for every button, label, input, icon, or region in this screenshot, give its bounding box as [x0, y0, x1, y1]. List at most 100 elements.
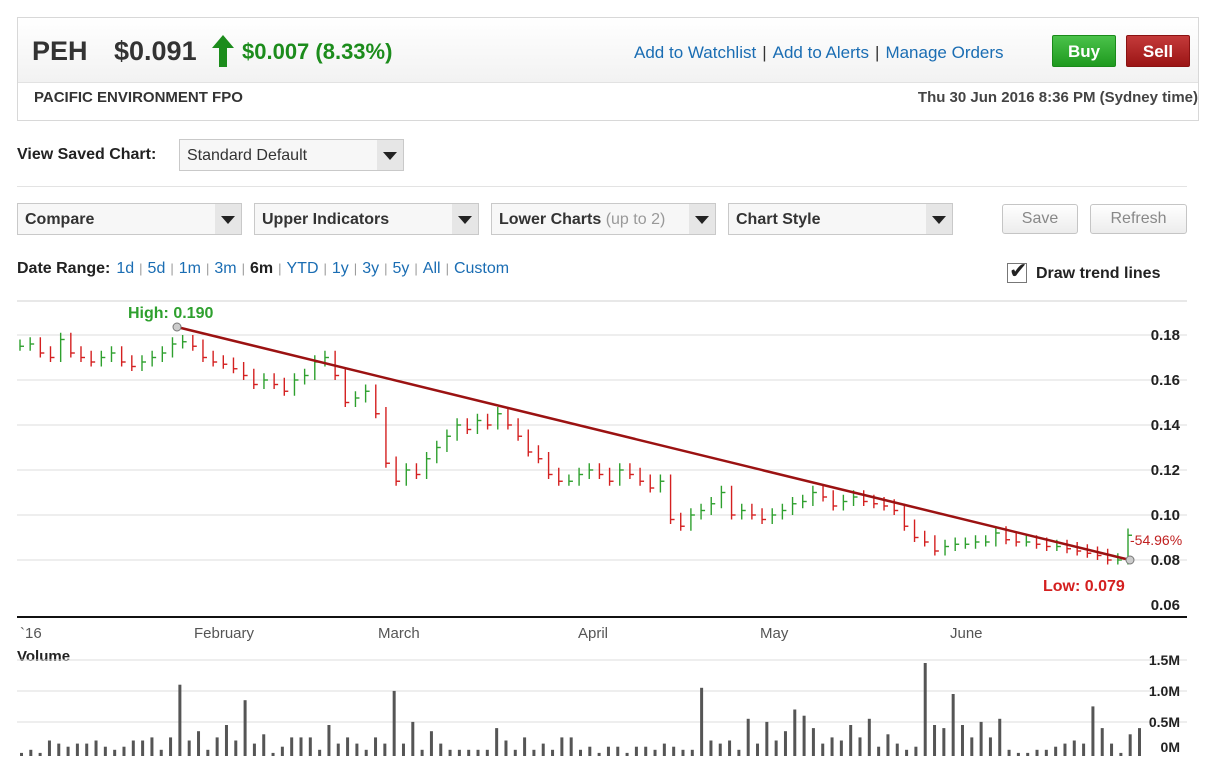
- volume-bar: [1007, 749, 1011, 756]
- x-axis-label: April: [578, 625, 608, 642]
- volume-bar: [1110, 743, 1114, 756]
- date-range-3m[interactable]: 3m: [214, 260, 237, 277]
- date-range-5d[interactable]: 5d: [147, 260, 166, 277]
- high-label: High: 0.190: [128, 305, 213, 322]
- date-range-1y[interactable]: 1y: [331, 260, 349, 277]
- volume-bar: [178, 684, 182, 756]
- price-tick-label: 0.14: [1151, 417, 1181, 434]
- sell-button[interactable]: Sell: [1126, 35, 1190, 67]
- trend-lines-checkbox[interactable]: [1007, 258, 1027, 284]
- saved-chart-select[interactable]: Standard Default: [179, 139, 404, 171]
- price-tick-label: 0.12: [1151, 462, 1180, 479]
- chevron-down-icon: [215, 204, 241, 234]
- volume-bar: [653, 749, 657, 756]
- volume-tick-label: 0.5M: [1149, 714, 1180, 730]
- volume-bar: [821, 743, 825, 756]
- volume-bar: [448, 749, 452, 756]
- volume-bar: [327, 725, 331, 756]
- price-tick-label: 0.10: [1151, 507, 1180, 524]
- volume-bar: [513, 749, 517, 756]
- quote-header: PEH $0.091 $0.007 (8.33%) Add to Watchli…: [17, 17, 1199, 121]
- x-axis-label: February: [194, 625, 255, 642]
- lower-charts-select[interactable]: Lower Charts (up to 2): [491, 203, 716, 235]
- date-range: Date Range: 1d | 5d | 1m | 3m | 6m | YTD | 1y | 3y | 5y | A…: [17, 260, 509, 278]
- volume-bar: [47, 740, 51, 756]
- range-divider: |: [241, 261, 245, 276]
- volume-bar: [224, 725, 228, 756]
- volume-bar: [541, 743, 545, 756]
- volume-bar: [1119, 752, 1123, 756]
- divider: [17, 186, 1187, 187]
- volume-bar: [411, 721, 415, 756]
- date-range-6m[interactable]: 6m: [249, 260, 274, 277]
- volume-bar: [625, 752, 629, 756]
- volume-bar: [1026, 752, 1030, 756]
- buy-button[interactable]: Buy: [1052, 35, 1116, 67]
- volume-bar: [867, 718, 871, 756]
- price-tick-label: 0.08: [1151, 552, 1180, 569]
- volume-bar: [355, 743, 359, 756]
- volume-bar: [374, 737, 378, 756]
- date-range-1m[interactable]: 1m: [178, 260, 201, 277]
- volume-bar: [1128, 734, 1132, 756]
- x-axis-label: March: [378, 625, 420, 642]
- lower-charts-label: Lower Charts (up to 2): [499, 211, 665, 229]
- date-range-all[interactable]: All: [422, 260, 441, 277]
- volume-bar: [839, 740, 843, 756]
- date-range-custom[interactable]: Custom: [453, 260, 510, 277]
- refresh-button[interactable]: Refresh: [1090, 204, 1187, 234]
- link-divider: |: [875, 43, 880, 62]
- volume-bar: [551, 749, 555, 756]
- volume-bar: [159, 749, 163, 756]
- volume-bar: [1138, 728, 1141, 756]
- chart-style-select[interactable]: Chart Style: [728, 203, 953, 235]
- trend-start-handle: [172, 322, 182, 332]
- volume-bar: [644, 746, 648, 756]
- volume-bar: [429, 731, 433, 756]
- date-range-5y[interactable]: 5y: [392, 260, 410, 277]
- lower-charts-text: Lower Charts: [499, 211, 602, 228]
- compare-select[interactable]: Compare: [17, 203, 242, 235]
- company-name: PACIFIC ENVIRONMENT FPO: [34, 89, 243, 106]
- volume-bar: [243, 700, 247, 756]
- date-range-label: Date Range:: [17, 260, 111, 277]
- save-button[interactable]: Save: [1002, 204, 1078, 234]
- volume-bar: [746, 718, 750, 756]
- quote-header-top: [18, 18, 1198, 83]
- lower-charts-note: (up to 2): [605, 211, 666, 228]
- chevron-down-icon: [452, 204, 478, 234]
- volume-bar: [532, 749, 536, 756]
- date-range-1d[interactable]: 1d: [116, 260, 135, 277]
- upper-indicators-select[interactable]: Upper Indicators: [254, 203, 479, 235]
- add-to-alerts-link[interactable]: Add to Alerts: [772, 43, 870, 62]
- volume-bar: [858, 737, 862, 756]
- volume-tick-label: 1.0M: [1149, 683, 1180, 699]
- manage-orders-link[interactable]: Manage Orders: [885, 43, 1004, 62]
- volume-bar: [103, 746, 107, 756]
- volume-bar: [979, 721, 983, 756]
- volume-bar: [141, 740, 145, 756]
- range-divider: |: [414, 261, 418, 276]
- volume-bar: [38, 752, 42, 756]
- quote-datetime: Thu 30 Jun 2016 8:36 PM (Sydney time): [917, 89, 1198, 106]
- volume-bar: [75, 743, 79, 756]
- range-divider: |: [139, 261, 143, 276]
- volume-bar: [811, 728, 815, 756]
- volume-bar: [998, 718, 1002, 756]
- volume-bar: [942, 728, 946, 756]
- volume-bar: [346, 737, 350, 756]
- volume-bar: [197, 731, 201, 756]
- volume-title: Volume: [17, 648, 70, 665]
- date-range-3y[interactable]: 3y: [362, 260, 380, 277]
- volume-bar: [308, 737, 312, 756]
- date-range-ytd[interactable]: YTD: [286, 260, 319, 277]
- volume-bar: [1016, 752, 1020, 756]
- chevron-down-icon: [689, 204, 715, 234]
- range-divider: |: [445, 261, 449, 276]
- volume-bar: [504, 740, 508, 756]
- volume-bar: [401, 743, 405, 756]
- volume-bar: [560, 737, 564, 756]
- add-to-watchlist-link[interactable]: Add to Watchlist: [634, 43, 757, 62]
- volume-tick-label: 0M: [1161, 739, 1180, 755]
- volume-bar: [280, 746, 284, 756]
